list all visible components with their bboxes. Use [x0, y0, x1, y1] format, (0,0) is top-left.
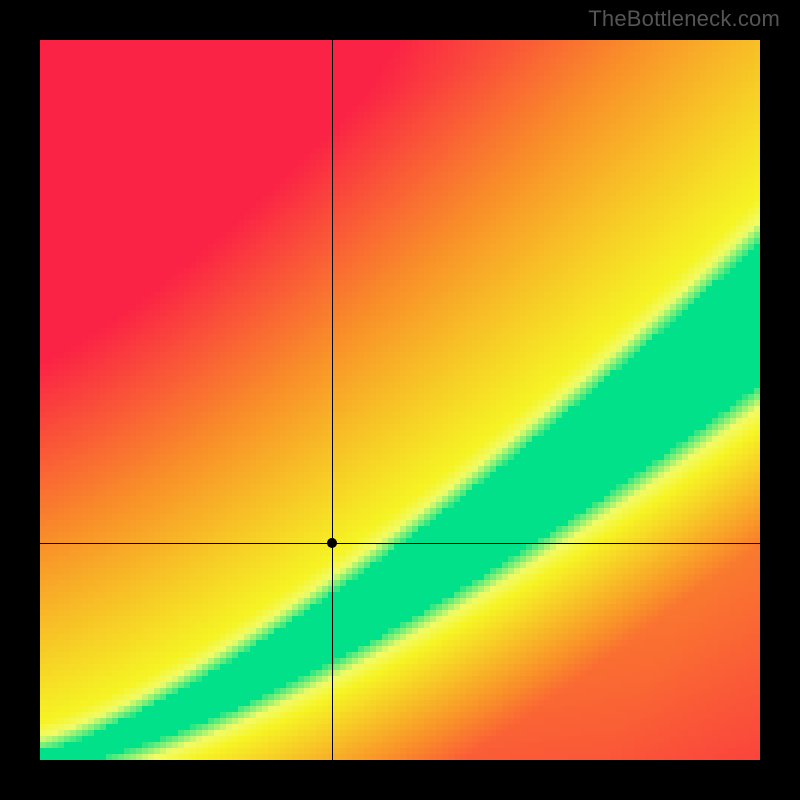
- root-container: TheBottleneck.com: [0, 0, 800, 800]
- bottleneck-heatmap: [40, 40, 760, 760]
- watermark-text: TheBottleneck.com: [588, 6, 780, 32]
